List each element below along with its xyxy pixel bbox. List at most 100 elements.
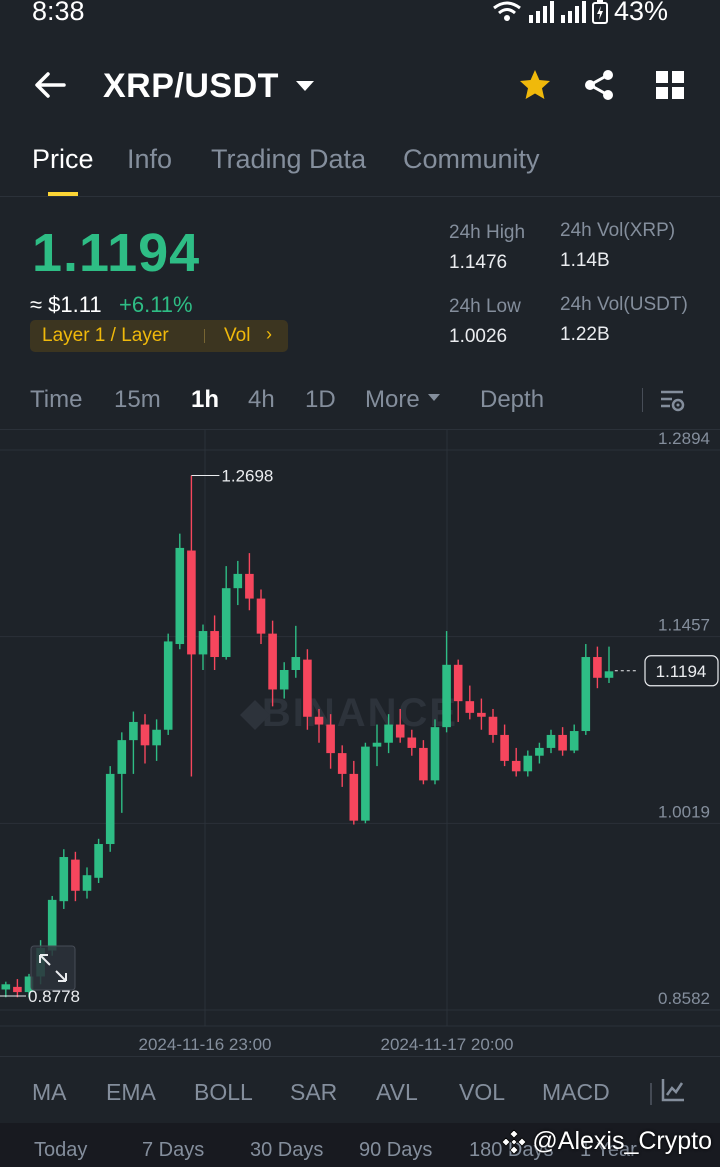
category-tag[interactable]: Layer 1 / Layer Vol › bbox=[30, 320, 288, 352]
interval-more[interactable]: More bbox=[365, 386, 440, 414]
candle-body bbox=[291, 657, 301, 670]
candle-body bbox=[465, 701, 475, 713]
indicator-avl[interactable]: AVL bbox=[376, 1079, 418, 1105]
signal-icon bbox=[528, 0, 554, 23]
candle-body bbox=[407, 737, 417, 748]
high-label: 24h High bbox=[449, 222, 526, 243]
indicator-ema[interactable]: EMA bbox=[106, 1079, 156, 1105]
candle-body bbox=[129, 721, 138, 741]
indicator-more-cutoff: | bbox=[648, 1079, 654, 1105]
interval-time[interactable]: Time bbox=[30, 386, 83, 413]
last-price-label: 1.1194 bbox=[656, 662, 707, 681]
caret-down-icon bbox=[427, 394, 440, 402]
tab-price[interactable]: Price bbox=[32, 144, 94, 174]
vol-xrp-value: 1.14B bbox=[560, 250, 610, 271]
candle-body bbox=[384, 724, 393, 743]
range-bar: Today 7 Days 30 Days 90 Days 180 Days 1 … bbox=[0, 1123, 720, 1167]
candle-body bbox=[419, 747, 428, 781]
candle-body bbox=[558, 734, 567, 751]
candle-body bbox=[24, 976, 34, 993]
fiat-price: ≈ $1.11 bbox=[30, 292, 102, 317]
candle-body bbox=[1, 984, 11, 990]
range-7-days[interactable]: 7 Days bbox=[142, 1139, 205, 1161]
candle-body bbox=[604, 671, 614, 678]
candle-body bbox=[372, 742, 382, 747]
tag-layer: Layer 1 / Layer bbox=[42, 325, 169, 346]
indicator-sar[interactable]: SAR bbox=[290, 1079, 338, 1105]
interval-depth[interactable]: Depth bbox=[480, 386, 545, 413]
interval-1d[interactable]: 1D bbox=[305, 386, 336, 413]
indicator-macd[interactable]: MACD bbox=[542, 1079, 610, 1105]
max-price-label: 1.2698 bbox=[221, 466, 273, 485]
expand-icon bbox=[39, 954, 67, 982]
tab-trading-data[interactable]: Trading Data bbox=[211, 144, 367, 174]
pair-dropdown-icon[interactable] bbox=[296, 81, 314, 91]
share-icon[interactable] bbox=[581, 67, 617, 103]
candle-body bbox=[163, 641, 173, 730]
high-value: 1.1476 bbox=[449, 252, 508, 273]
interval-4h[interactable]: 4h bbox=[248, 386, 275, 413]
user-watermark: @Alexis_Crypto bbox=[500, 1127, 712, 1156]
candle-body bbox=[82, 875, 92, 891]
x-tick-label: 2024-11-17 20:00 bbox=[381, 1035, 514, 1054]
indicator-chart-icon[interactable] bbox=[660, 1077, 686, 1103]
min-price-label: 0.8778 bbox=[28, 987, 80, 1006]
tag-separator bbox=[204, 329, 205, 343]
candle-body bbox=[152, 729, 161, 746]
price-change: +6.11% bbox=[119, 292, 193, 317]
interval-15m[interactable]: 15m bbox=[114, 386, 161, 413]
app-bar: XRP/USDT bbox=[0, 55, 720, 115]
candle-body bbox=[453, 664, 463, 702]
candle-body bbox=[187, 550, 196, 655]
chevron-right-icon: › bbox=[266, 324, 272, 344]
candle-body bbox=[47, 899, 57, 951]
indicator-ma[interactable]: MA bbox=[32, 1079, 67, 1105]
range-30-days[interactable]: 30 Days bbox=[250, 1139, 324, 1161]
candle-body bbox=[198, 631, 208, 655]
y-tick-label: 1.1457 bbox=[658, 616, 710, 635]
candle-body bbox=[511, 760, 521, 772]
y-tick-label: 1.2894 bbox=[658, 430, 710, 448]
y-tick-label: 1.0019 bbox=[658, 802, 710, 821]
candle-body bbox=[117, 740, 127, 774]
candle-body bbox=[279, 670, 289, 690]
vol-usdt-value: 1.22B bbox=[560, 324, 610, 345]
candle-body bbox=[303, 659, 312, 717]
candle-body bbox=[59, 857, 69, 902]
candle-body bbox=[256, 598, 266, 634]
vol-xrp-label: 24h Vol(XRP) bbox=[560, 220, 676, 241]
status-right: 43% bbox=[492, 0, 668, 27]
candle-body bbox=[361, 746, 370, 821]
range-1-year[interactable]: 1 Year bbox=[580, 1139, 637, 1161]
candle-body bbox=[500, 734, 509, 761]
candle-body bbox=[430, 727, 440, 781]
candle-body bbox=[175, 547, 185, 645]
range-today[interactable]: Today bbox=[34, 1139, 88, 1161]
tabs-divider bbox=[0, 196, 720, 197]
candle-body bbox=[140, 724, 150, 746]
status-time: 8:38 bbox=[32, 0, 85, 26]
wifi-icon bbox=[493, 1, 521, 21]
candle-body bbox=[581, 657, 591, 732]
interval-bar: Time 15m 1h 4h 1D More Depth bbox=[0, 384, 720, 424]
tab-community[interactable]: Community bbox=[403, 144, 540, 174]
candlestick-chart[interactable]: 1.2894 1.1457 1.0019 0.8582 2024-11-16 23:00… bbox=[0, 430, 720, 1056]
back-arrow-icon[interactable] bbox=[30, 65, 70, 105]
vol-usdt-label: 24h Vol(USDT) bbox=[560, 294, 688, 315]
candle-body bbox=[593, 657, 602, 678]
signal-icon-2 bbox=[560, 0, 586, 23]
indicator-boll[interactable]: BOLL bbox=[194, 1079, 253, 1105]
interval-1h[interactable]: 1h bbox=[191, 386, 220, 413]
indicator-vol[interactable]: VOL bbox=[459, 1079, 506, 1105]
last-price: 1.1194 bbox=[32, 223, 201, 283]
candle-body bbox=[13, 986, 22, 993]
low-label: 24h Low bbox=[449, 296, 521, 317]
pair-title[interactable]: XRP/USDT bbox=[103, 67, 279, 105]
range-90-days[interactable]: 90 Days bbox=[359, 1139, 433, 1161]
chart-settings-icon[interactable] bbox=[658, 386, 686, 414]
tag-vol: Vol bbox=[224, 325, 251, 346]
grid-menu-icon[interactable] bbox=[652, 67, 688, 103]
battery-level: 43% bbox=[613, 0, 668, 26]
tab-info[interactable]: Info bbox=[127, 144, 173, 174]
star-favorite-icon[interactable] bbox=[517, 67, 553, 103]
